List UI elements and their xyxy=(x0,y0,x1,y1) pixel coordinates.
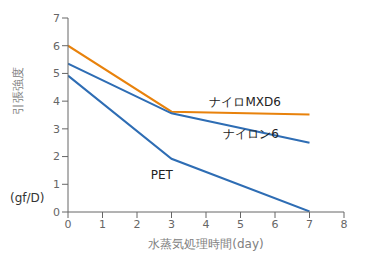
svg-text:3: 3 xyxy=(53,123,60,136)
svg-text:7: 7 xyxy=(306,218,313,231)
svg-text:3: 3 xyxy=(168,218,175,231)
svg-text:水蒸気処理時間(day): 水蒸気処理時間(day) xyxy=(148,237,263,251)
svg-text:0: 0 xyxy=(53,206,60,219)
html-text:(gf/D): (gf/D) xyxy=(10,191,45,206)
svg-text:1: 1 xyxy=(99,218,106,231)
svg-text:8: 8 xyxy=(341,218,348,231)
svg-text:4: 4 xyxy=(203,218,210,231)
svg-text:0: 0 xyxy=(65,218,72,231)
svg-text:7: 7 xyxy=(53,12,60,25)
svg-text:引張強度: 引張強度 xyxy=(11,67,25,115)
svg-text:PET: PET xyxy=(151,168,174,182)
svg-text:6: 6 xyxy=(272,218,279,231)
svg-text:ナイロMXD6: ナイロMXD6 xyxy=(209,95,280,109)
svg-text:1: 1 xyxy=(53,178,60,191)
svg-text:ナイロン6: ナイロン6 xyxy=(223,127,279,141)
svg-text:5: 5 xyxy=(237,218,244,231)
svg-text:2: 2 xyxy=(134,218,141,231)
svg-text:5: 5 xyxy=(53,67,60,80)
svg-text:6: 6 xyxy=(53,40,60,53)
svg-text:4: 4 xyxy=(53,95,60,108)
svg-text:2: 2 xyxy=(53,150,60,163)
